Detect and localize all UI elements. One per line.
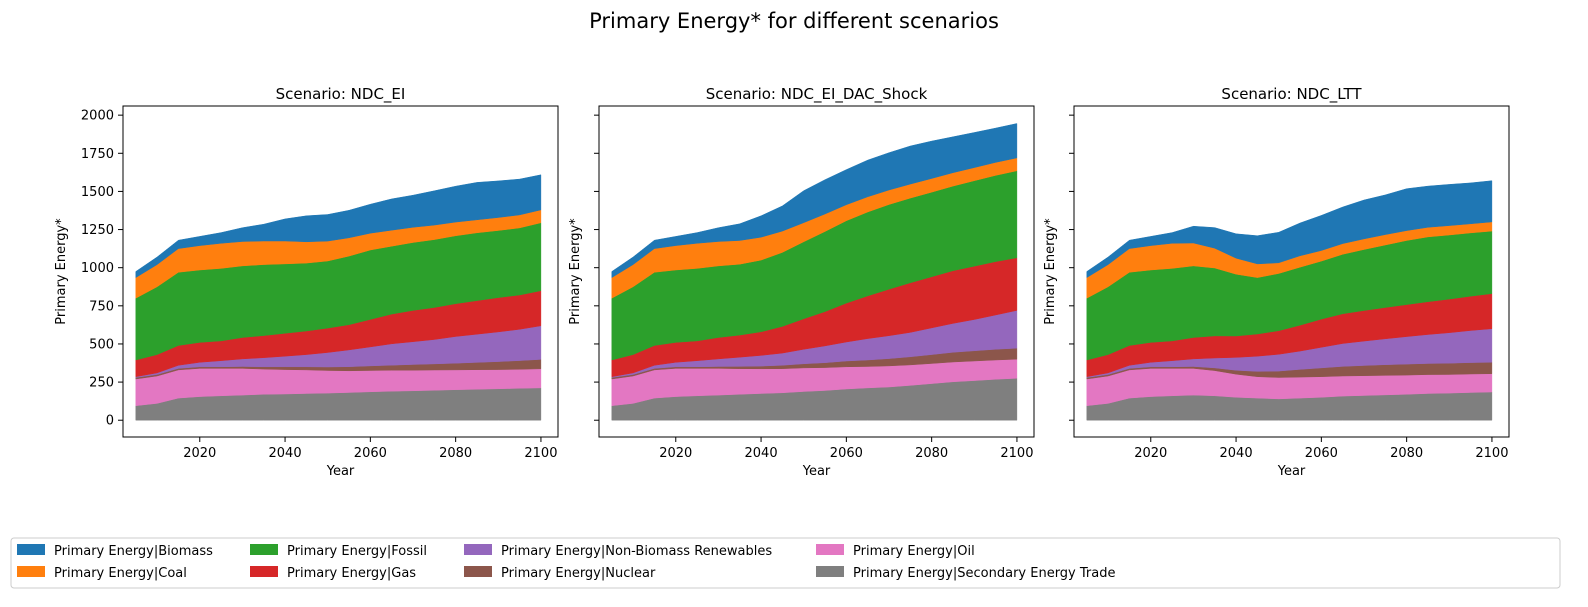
subplot-title: Scenario: NDC_LTT <box>1221 85 1362 104</box>
y-tick-label: 1750 <box>81 147 114 162</box>
x-tick-label: 2060 <box>830 446 863 461</box>
x-tick-label: 2100 <box>524 446 557 461</box>
axes-frame <box>122 105 559 438</box>
legend-item-coal: Primary Energy|Coal <box>17 566 187 581</box>
legend-item-fossil: Primary Energy|Fossil <box>250 544 427 559</box>
y-axis-label: Primary Energy* <box>568 218 583 325</box>
x-tick-label: 2020 <box>183 446 216 461</box>
legend-item-gas: Primary Energy|Gas <box>250 566 416 581</box>
legend-label: Primary Energy|Non-Biomass Renewables <box>501 544 772 559</box>
y-tick-label: 1250 <box>81 223 114 238</box>
legend-swatch <box>816 566 844 577</box>
x-tick-label: 2060 <box>1305 446 1338 461</box>
legend: Primary Energy|Biomass Primary Energy|Coa… <box>10 537 1561 589</box>
legend-swatch <box>250 566 278 577</box>
axes-frame <box>1073 105 1510 438</box>
legend-label: Primary Energy|Coal <box>54 566 187 581</box>
x-tick-label: 2080 <box>1390 446 1423 461</box>
subplot-2: 2020 2040 2060 2080 2100 Scenario: NDC_EI_DAC… <box>568 85 1035 479</box>
y-tick-label: 250 <box>89 376 114 391</box>
area-biomass <box>611 123 1018 279</box>
subplot-1: 2020 2040 2060 2080 2100 0 250 500 750 1000 1250 15… <box>54 85 559 479</box>
x-tick-label: 2100 <box>1475 446 1508 461</box>
figure-suptitle: Primary Energy* for different scenarios <box>589 9 999 33</box>
x-tick-label: 2040 <box>269 446 302 461</box>
legend-label: Primary Energy|Fossil <box>287 544 427 559</box>
legend-label: Primary Energy|Gas <box>287 566 416 581</box>
legend-label: Primary Energy|Oil <box>853 544 975 559</box>
x-axis-label: Year <box>802 464 831 479</box>
legend-item-biomass: Primary Energy|Biomass <box>17 544 213 559</box>
legend-item-oil: Primary Energy|Oil <box>816 544 975 559</box>
legend-swatch <box>464 566 492 577</box>
x-tick-label: 2100 <box>1000 446 1033 461</box>
area-biomass <box>1086 180 1493 279</box>
legend-label: Primary Energy|Biomass <box>54 544 213 559</box>
x-tick-label: 2020 <box>1134 446 1167 461</box>
y-tick-label: 1000 <box>81 261 114 276</box>
x-axis-label: Year <box>326 464 355 479</box>
y-tick-label: 750 <box>89 299 114 314</box>
legend-item-nuclear: Primary Energy|Nuclear <box>464 566 656 581</box>
legend-item-non-biomass-renewables: Primary Energy|Non-Biomass Renewables <box>464 544 772 559</box>
legend-swatch <box>17 566 45 577</box>
legend-swatch <box>17 544 45 555</box>
legend-swatch <box>816 544 844 555</box>
legend-label: Primary Energy|Nuclear <box>501 566 656 581</box>
x-axis-label: Year <box>1277 464 1306 479</box>
x-tick-label: 2080 <box>439 446 472 461</box>
y-tick-label: 500 <box>89 337 114 352</box>
axes-frame <box>598 105 1035 438</box>
legend-label: Primary Energy|Secondary Energy Trade <box>853 566 1115 581</box>
x-tick-label: 2040 <box>745 446 778 461</box>
x-tick-label: 2060 <box>354 446 387 461</box>
x-tick-label: 2040 <box>1220 446 1253 461</box>
x-tick-label: 2080 <box>915 446 948 461</box>
legend-swatch <box>464 544 492 555</box>
subplots: 2020 2040 2060 2080 2100 0 250 500 750 1000 1250 15… <box>54 85 1510 479</box>
y-tick-label: 1500 <box>81 185 114 200</box>
subplot-title: Scenario: NDC_EI <box>276 85 406 104</box>
subplot-title: Scenario: NDC_EI_DAC_Shock <box>706 85 928 104</box>
legend-frame <box>10 537 1561 589</box>
y-tick-label: 0 <box>106 414 114 429</box>
subplot-3: 2020 2040 2060 2080 2100 Scenario: NDC_LTT Yea… <box>1043 85 1510 479</box>
y-axis-label: Primary Energy* <box>1043 218 1058 325</box>
y-tick-label: 2000 <box>81 109 114 124</box>
legend-swatch <box>250 544 278 555</box>
y-axis-label: Primary Energy* <box>54 218 69 325</box>
x-tick-label: 2020 <box>659 446 692 461</box>
area-biomass <box>135 174 542 279</box>
legend-item-secondary-energy-trade: Primary Energy|Secondary Energy Trade <box>816 566 1115 581</box>
